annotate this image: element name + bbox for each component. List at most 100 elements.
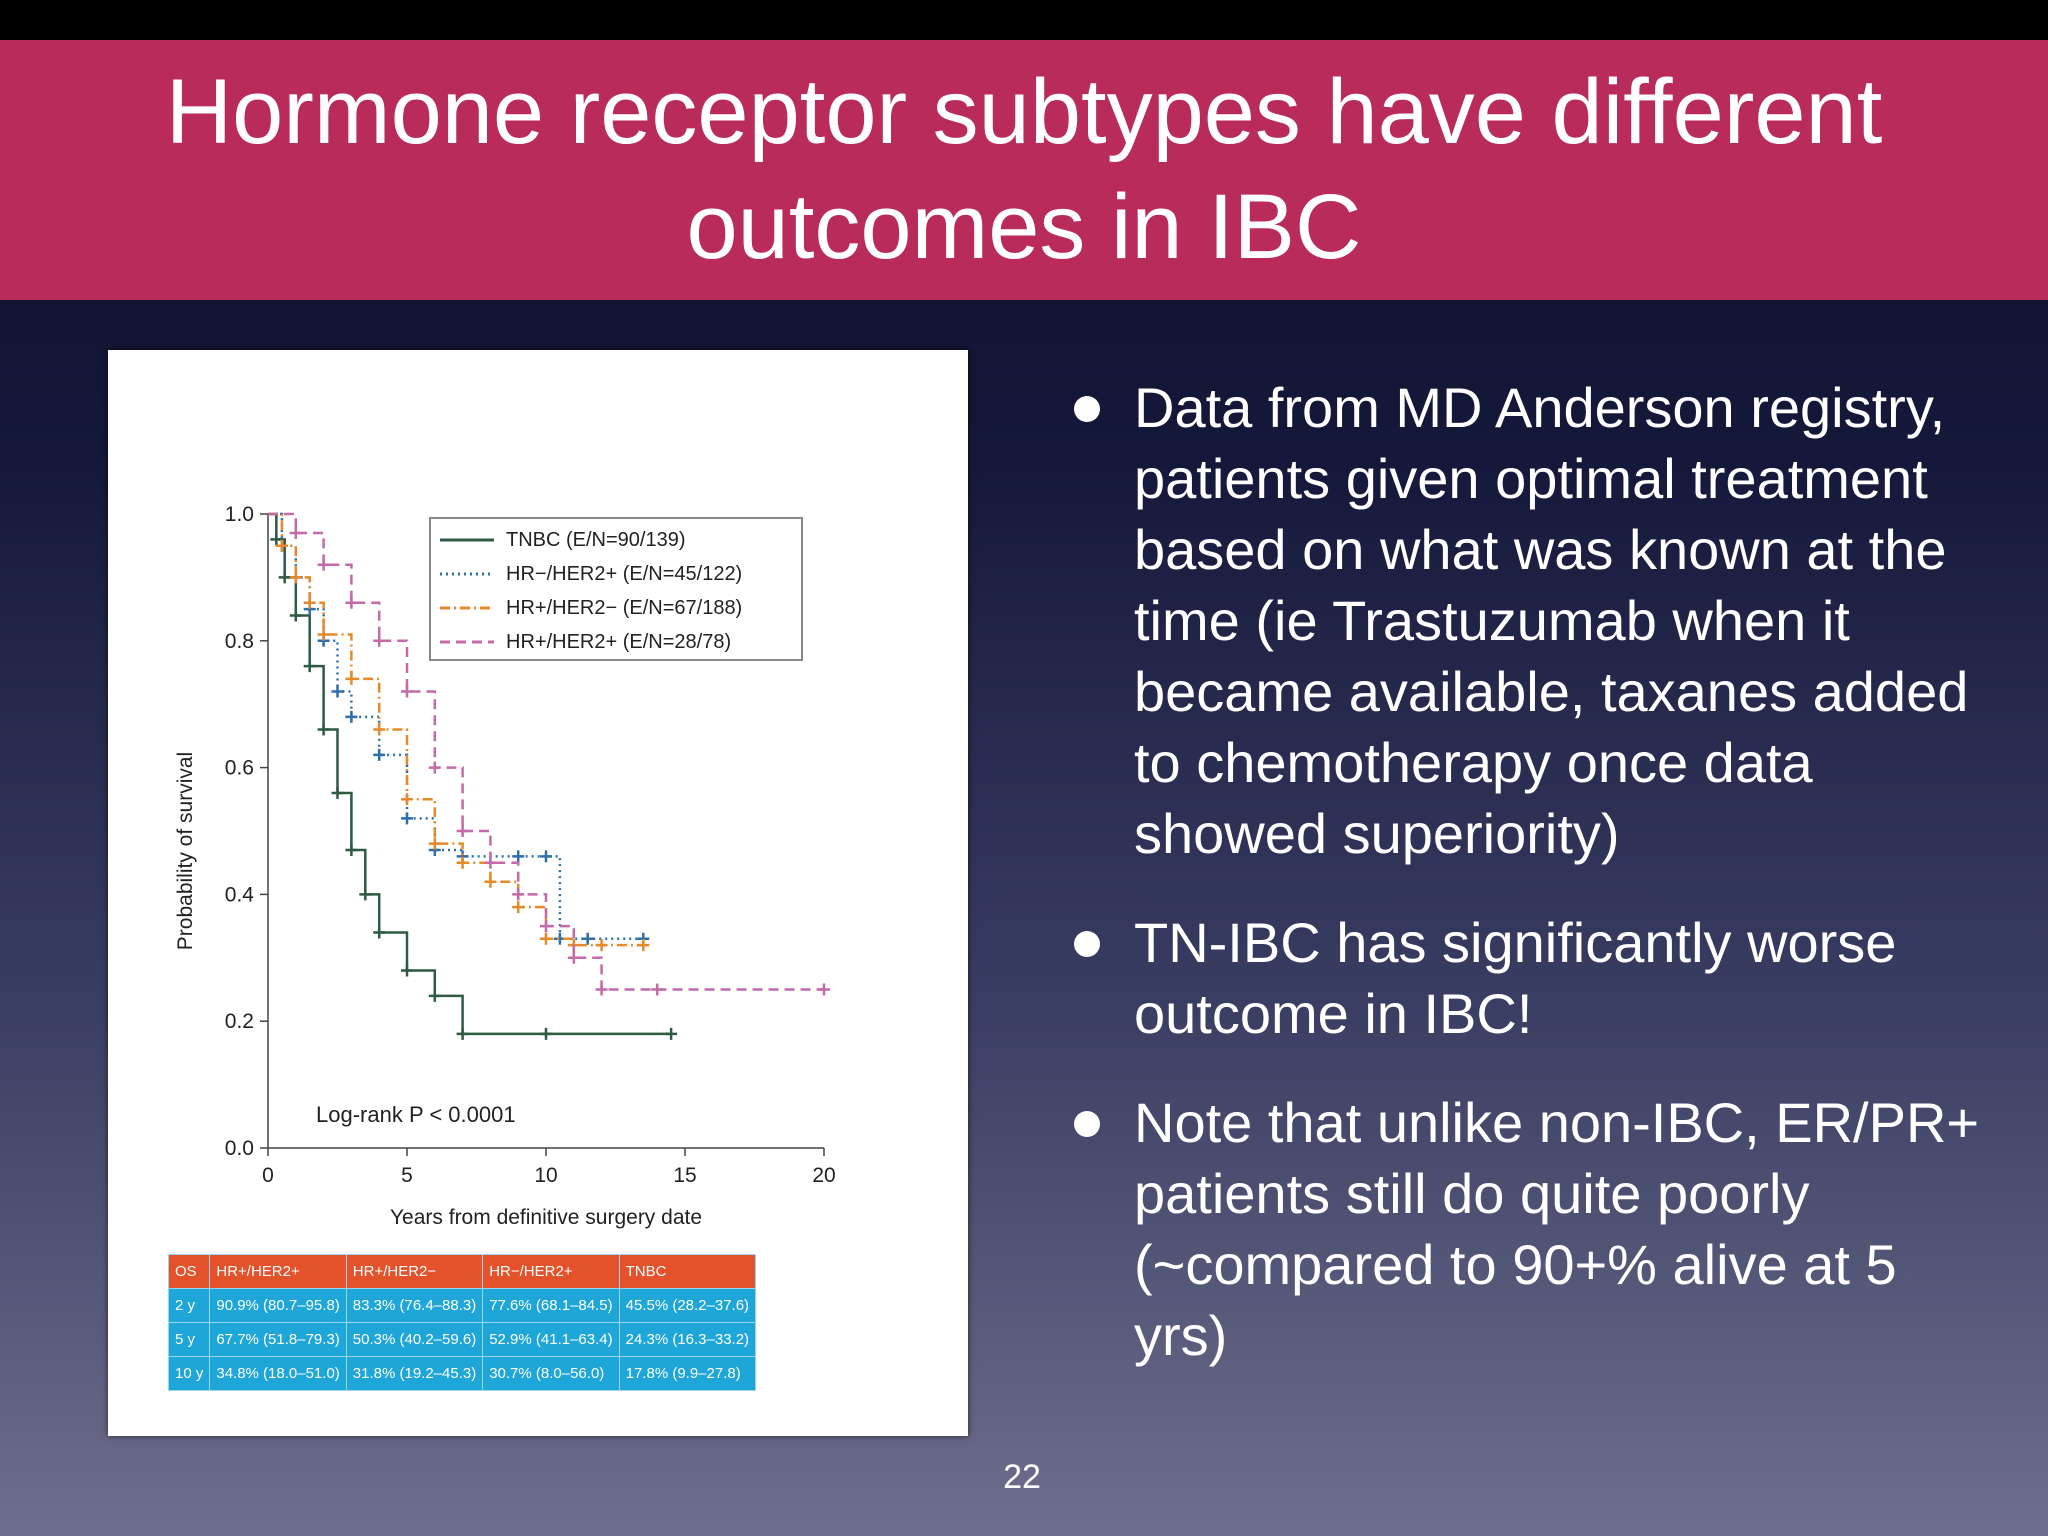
y-tick-label: 0.0 — [225, 1137, 254, 1160]
table-row: 10 y 34.8% (18.0–51.0) 31.8% (19.2–45.3) 30… — [167, 1356, 757, 1391]
censor-mark — [595, 983, 608, 996]
censor-mark — [278, 571, 291, 584]
censor-mark — [567, 951, 580, 964]
censor-mark — [303, 596, 316, 609]
survival-table: OS HR+/HER2+ HR+/HER2− HR−/HER2+ TNBC 2 y 90.… — [167, 1254, 757, 1391]
top-black-bar — [0, 0, 2048, 40]
x-tick-label: 5 — [401, 1164, 413, 1187]
legend-entry: HR−/HER2+ (E/N=45/122) — [506, 563, 742, 585]
censor-mark — [428, 989, 441, 1002]
title-line-1: Hormone receptor subtypes have different — [165, 61, 1883, 163]
bullet-dot-icon — [1074, 1111, 1100, 1137]
bullet-text: TN-IBC has significantly worse outcome i… — [1134, 911, 1897, 1045]
table-header-cell: HR+/HER2+ — [209, 1254, 347, 1289]
x-tick-label: 10 — [534, 1164, 557, 1187]
bullet-item: Note that unlike non-IBC, ER/PR+ patient… — [1074, 1087, 1980, 1371]
censor-mark — [345, 844, 358, 857]
censor-mark — [317, 628, 330, 641]
table-cell: 77.6% (68.1–84.5) — [482, 1288, 620, 1323]
censor-mark — [540, 932, 552, 945]
censor-mark — [345, 710, 358, 723]
censor-mark — [303, 660, 316, 673]
table-cell: 2 y — [167, 1288, 211, 1323]
censor-mark — [540, 850, 552, 863]
km-chart: 0 5 10 15 20 0.0 0.2 0.4 0.6 0.8 1.0 Years from def… — [174, 503, 836, 1229]
table-row: 5 y 67.7% (51.8–79.3) 50.3% (40.2–59.6) 52.… — [167, 1322, 757, 1357]
censor-mark — [401, 812, 413, 825]
table-header-cell: TNBC — [618, 1254, 757, 1289]
censor-mark — [289, 609, 302, 622]
table-header-cell: OS — [167, 1254, 211, 1289]
bullet-text: Data from MD Anderson registry, patients… — [1134, 376, 1969, 865]
table-header-cell: HR−/HER2+ — [482, 1254, 620, 1289]
censor-mark — [331, 685, 344, 698]
table-cell: 67.7% (51.8–79.3) — [209, 1322, 347, 1357]
bullet-item: Data from MD Anderson registry, patients… — [1074, 372, 1980, 869]
censor-mark — [270, 533, 283, 546]
title-line-2: outcomes in IBC — [686, 176, 1362, 278]
censor-mark — [331, 786, 344, 799]
censor-mark — [818, 983, 830, 996]
censor-mark — [512, 850, 525, 863]
legend-entry: HR+/HER2+ (E/N=28/78) — [506, 631, 731, 653]
bullet-list: Data from MD Anderson registry, patients… — [1074, 372, 1980, 1409]
table-cell: 5 y — [167, 1322, 211, 1357]
censor-mark — [512, 901, 525, 914]
bullet-dot-icon — [1074, 396, 1100, 422]
censor-mark — [401, 685, 413, 698]
censor-mark — [581, 932, 594, 945]
censor-mark — [484, 875, 497, 888]
table-cell: 34.8% (18.0–51.0) — [209, 1356, 347, 1391]
censor-mark — [317, 723, 330, 736]
censor-mark — [373, 634, 386, 647]
table-cell: 24.3% (16.3–33.2) — [618, 1322, 757, 1357]
censor-mark — [456, 1027, 469, 1040]
logrank-annotation: Log-rank P < 0.0001 — [316, 1102, 516, 1127]
censor-mark — [373, 748, 386, 761]
x-tick-label: 0 — [262, 1164, 274, 1187]
table-header-row: OS HR+/HER2+ HR+/HER2− HR−/HER2+ TNBC — [167, 1254, 757, 1289]
bullet-text: Note that unlike non-IBC, ER/PR+ patient… — [1134, 1091, 1980, 1367]
legend-entry: TNBC (E/N=90/139) — [506, 529, 686, 551]
censor-mark — [345, 596, 358, 609]
censor-mark — [637, 939, 650, 952]
censor-mark — [428, 837, 441, 850]
censor-mark — [456, 825, 469, 837]
x-tick-label: 15 — [673, 1164, 696, 1187]
slide-title: Hormone receptor subtypes have different… — [0, 40, 2048, 300]
series-line — [268, 512, 824, 991]
censor-mark — [512, 888, 525, 901]
y-tick-label: 0.6 — [225, 757, 254, 780]
x-axis-label: Years from definitive surgery date — [390, 1206, 702, 1229]
censor-mark — [359, 888, 372, 901]
censor-mark — [456, 856, 469, 869]
censor-mark — [289, 571, 302, 584]
censor-mark — [289, 527, 302, 540]
censor-mark — [317, 558, 330, 571]
y-tick-label: 0.8 — [225, 630, 254, 653]
censor-mark — [373, 723, 386, 736]
y-tick-label: 0.4 — [225, 883, 255, 906]
legend-box — [429, 517, 803, 661]
table-cell: 90.9% (80.7–95.8) — [209, 1288, 347, 1323]
censor-mark — [401, 964, 413, 977]
table-header-cell: HR+/HER2− — [345, 1254, 484, 1289]
censor-mark — [665, 1027, 678, 1040]
censor-mark — [484, 856, 497, 869]
censor-mark — [401, 793, 413, 806]
censor-mark — [595, 939, 608, 952]
table-cell: 17.8% (9.9–27.8) — [618, 1356, 757, 1391]
survival-figure: 0 5 10 15 20 0.0 0.2 0.4 0.6 0.8 1.0 Years from def… — [108, 350, 968, 1436]
censor-mark — [428, 761, 441, 774]
legend-entry: HR+/HER2− (E/N=67/188) — [506, 597, 742, 619]
table-cell: 10 y — [167, 1356, 211, 1391]
table-cell: 45.5% (28.2–37.6) — [618, 1288, 757, 1323]
table-cell: 31.8% (19.2–45.3) — [345, 1356, 484, 1391]
table-row: 2 y 90.9% (80.7–95.8) 83.3% (76.4–88.3) 77.… — [167, 1288, 757, 1323]
bullet-dot-icon — [1074, 931, 1100, 957]
censor-mark — [373, 926, 386, 939]
bullet-item: TN-IBC has significantly worse outcome i… — [1074, 907, 1980, 1049]
y-tick-label: 0.2 — [225, 1010, 254, 1033]
table-cell: 30.7% (8.0–56.0) — [482, 1356, 620, 1391]
y-tick-label: 1.0 — [225, 503, 254, 526]
